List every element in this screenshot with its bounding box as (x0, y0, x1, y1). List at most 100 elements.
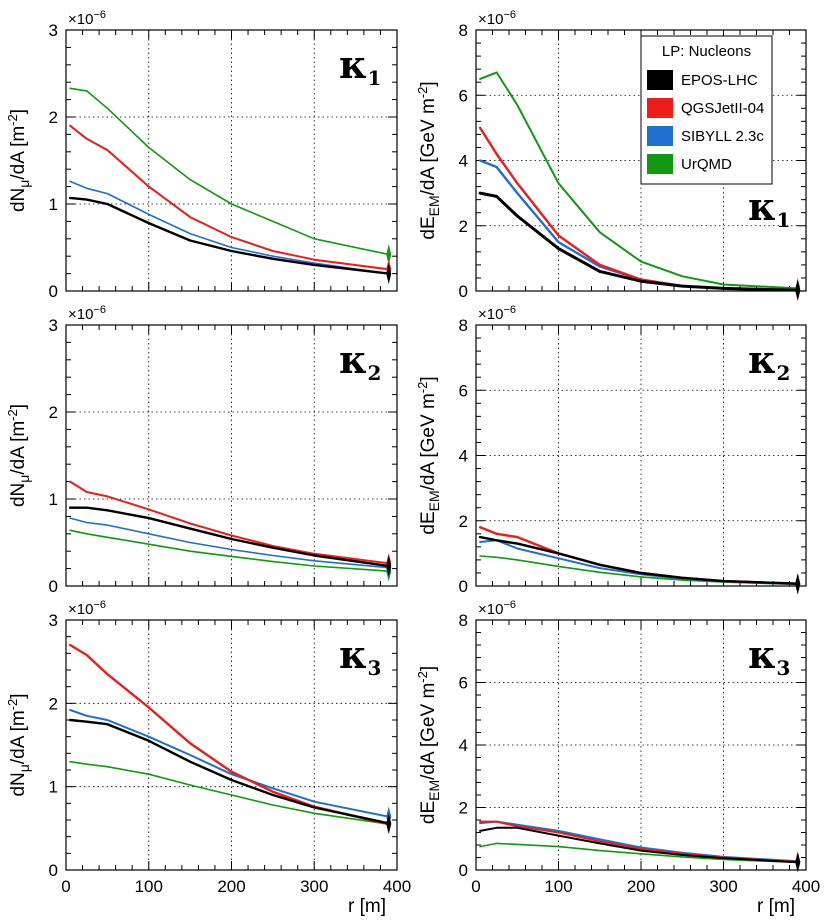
y-tick-label: 0 (459, 861, 468, 880)
series-end-marker (386, 244, 392, 265)
y-tick-label: 6 (459, 674, 468, 693)
y-axis-label: dNμ/dA [m-2] (5, 109, 32, 212)
panel-frame (475, 29, 807, 292)
x-tick-label: 400 (792, 877, 820, 896)
series-line-epos-lhc (479, 826, 799, 864)
y-tick-label: 0 (49, 577, 58, 596)
y-tick-label: 3 (49, 611, 58, 630)
y-tick-label: 1 (49, 490, 58, 509)
panel-muon-kappa1: 0 1 2 3 ×10−6 dNμ/dA [m-2] κ1 (5, 9, 398, 301)
legend-swatch-qgsjetii-04 (647, 98, 673, 118)
series-line-urqmd (479, 555, 799, 586)
y-axis-label: dNμ/dA [m-2] (5, 404, 32, 507)
series-line-epos-lhc (478, 535, 799, 585)
panel-frame (65, 619, 398, 871)
y-tick-label: 4 (459, 736, 468, 755)
y-exponent: ×10−6 (68, 304, 106, 323)
y-tick-label: 0 (459, 577, 468, 596)
series-line-urqmd (479, 71, 799, 290)
y-axis-label: dEEM/dA [GeV m-2] (415, 376, 442, 534)
panel-frame (65, 324, 398, 587)
panel-frame (65, 29, 398, 292)
x-tick-label: 100 (135, 877, 163, 896)
x-tick-label: 300 (709, 877, 737, 896)
y-tick-label: 4 (459, 447, 468, 466)
series-line-urqmd (69, 529, 390, 573)
y-tick-label: 8 (459, 316, 468, 335)
panel-title: κ1 (748, 184, 790, 232)
legend-swatch-epos-lhc (647, 70, 673, 90)
x-tick-label: 100 (544, 877, 572, 896)
legend-title: LP: Nucleons (662, 43, 751, 60)
panel-em-kappa2: 0 2 4 6 8 ×10−6 dEEM/dA [GeV m-2] κ2 (415, 304, 807, 596)
series-end-marker (795, 279, 801, 301)
y-tick-label: 2 (49, 694, 58, 713)
x-tick-label: 200 (217, 877, 245, 896)
panel-muon-kappa2: 0 1 2 3 ×10−6 dNμ/dA [m-2] κ2 (5, 304, 398, 596)
y-tick-label: 1 (49, 195, 58, 214)
series-end-marker (386, 555, 392, 577)
legend-label-urqmd: UrQMD (681, 156, 732, 173)
y-tick-label: 0 (459, 282, 468, 301)
x-tick-label: 400 (383, 877, 411, 896)
y-tick-label: 0 (49, 861, 58, 880)
y-tick-label: 6 (459, 381, 468, 400)
y-axis-label: dEEM/dA [GeV m-2] (415, 81, 442, 239)
x-tick-label: 0 (471, 877, 480, 896)
x-tick-label: 300 (300, 877, 328, 896)
y-axis-label: dEEM/dA [GeV m-2] (415, 666, 442, 824)
y-tick-label: 6 (459, 86, 468, 105)
panel-title: κ2 (339, 337, 381, 385)
series-line-urqmd (479, 842, 799, 864)
y-tick-label: 0 (49, 282, 58, 301)
y-tick-label: 8 (459, 611, 468, 630)
panel-em-kappa1: 0 2 4 6 8 ×10−6 dEEM/dA [GeV m-2] κ1 (415, 9, 807, 301)
legend-swatch-urqmd (647, 154, 673, 174)
series-line-sibyll-2-3c (69, 180, 390, 275)
y-axis-label: dNμ/dA [m-2] (5, 693, 32, 796)
series-end-marker (795, 573, 801, 595)
series-line-epos-lhc (68, 506, 390, 568)
y-tick-label: 3 (49, 316, 58, 335)
series-line-urqmd (69, 87, 390, 256)
series-line-qgsjetii-04 (69, 124, 390, 271)
legend-label-sibyll-2-3c: SIBYLL 2.3c (681, 128, 764, 145)
y-tick-label: 2 (49, 403, 58, 422)
x-axis-label: r [m] (348, 896, 386, 917)
x-tick-label: 200 (627, 877, 655, 896)
legend-swatch-sibyll-2-3c (647, 126, 673, 146)
series-end-marker (386, 263, 392, 285)
y-exponent: ×10−6 (478, 304, 516, 323)
y-tick-label: 3 (49, 21, 58, 40)
y-tick-label: 8 (459, 21, 468, 40)
y-exponent: ×10−6 (478, 9, 516, 28)
series-line-sibyll-2-3c (69, 517, 390, 569)
legend-label-epos-lhc: EPOS-LHC (681, 72, 758, 89)
x-axis-label: r [m] (757, 896, 795, 917)
series-line-qgsjetii-04 (478, 526, 799, 585)
series-line-qgsjetii-04 (69, 480, 390, 565)
series-line-epos-lhc (68, 718, 390, 825)
panel-title: κ1 (339, 42, 381, 90)
y-tick-label: 2 (459, 799, 468, 818)
panel-title: κ2 (748, 337, 790, 385)
series-line-qgsjetii-04 (68, 643, 390, 826)
y-exponent: ×10−6 (68, 599, 106, 618)
series-end-marker (795, 852, 801, 873)
legend: LP: Nucleons EPOS-LHC QGSJetII-04 SIBYLL 2.… (640, 35, 773, 185)
panel-frame (475, 324, 807, 587)
y-exponent: ×10−6 (478, 599, 516, 618)
panel-title: κ3 (339, 632, 381, 680)
legend-label-qgsjetii-04: QGSJetII-04 (681, 100, 764, 117)
y-tick-label: 2 (49, 108, 58, 127)
y-tick-label: 2 (459, 217, 468, 236)
series-line-sibyll-2-3c (69, 709, 390, 818)
series-line-urqmd (69, 760, 390, 826)
panel-title: κ3 (748, 632, 790, 680)
x-tick-label: 0 (61, 877, 70, 896)
y-tick-label: 2 (459, 512, 468, 531)
series-line-epos-lhc (478, 191, 800, 291)
